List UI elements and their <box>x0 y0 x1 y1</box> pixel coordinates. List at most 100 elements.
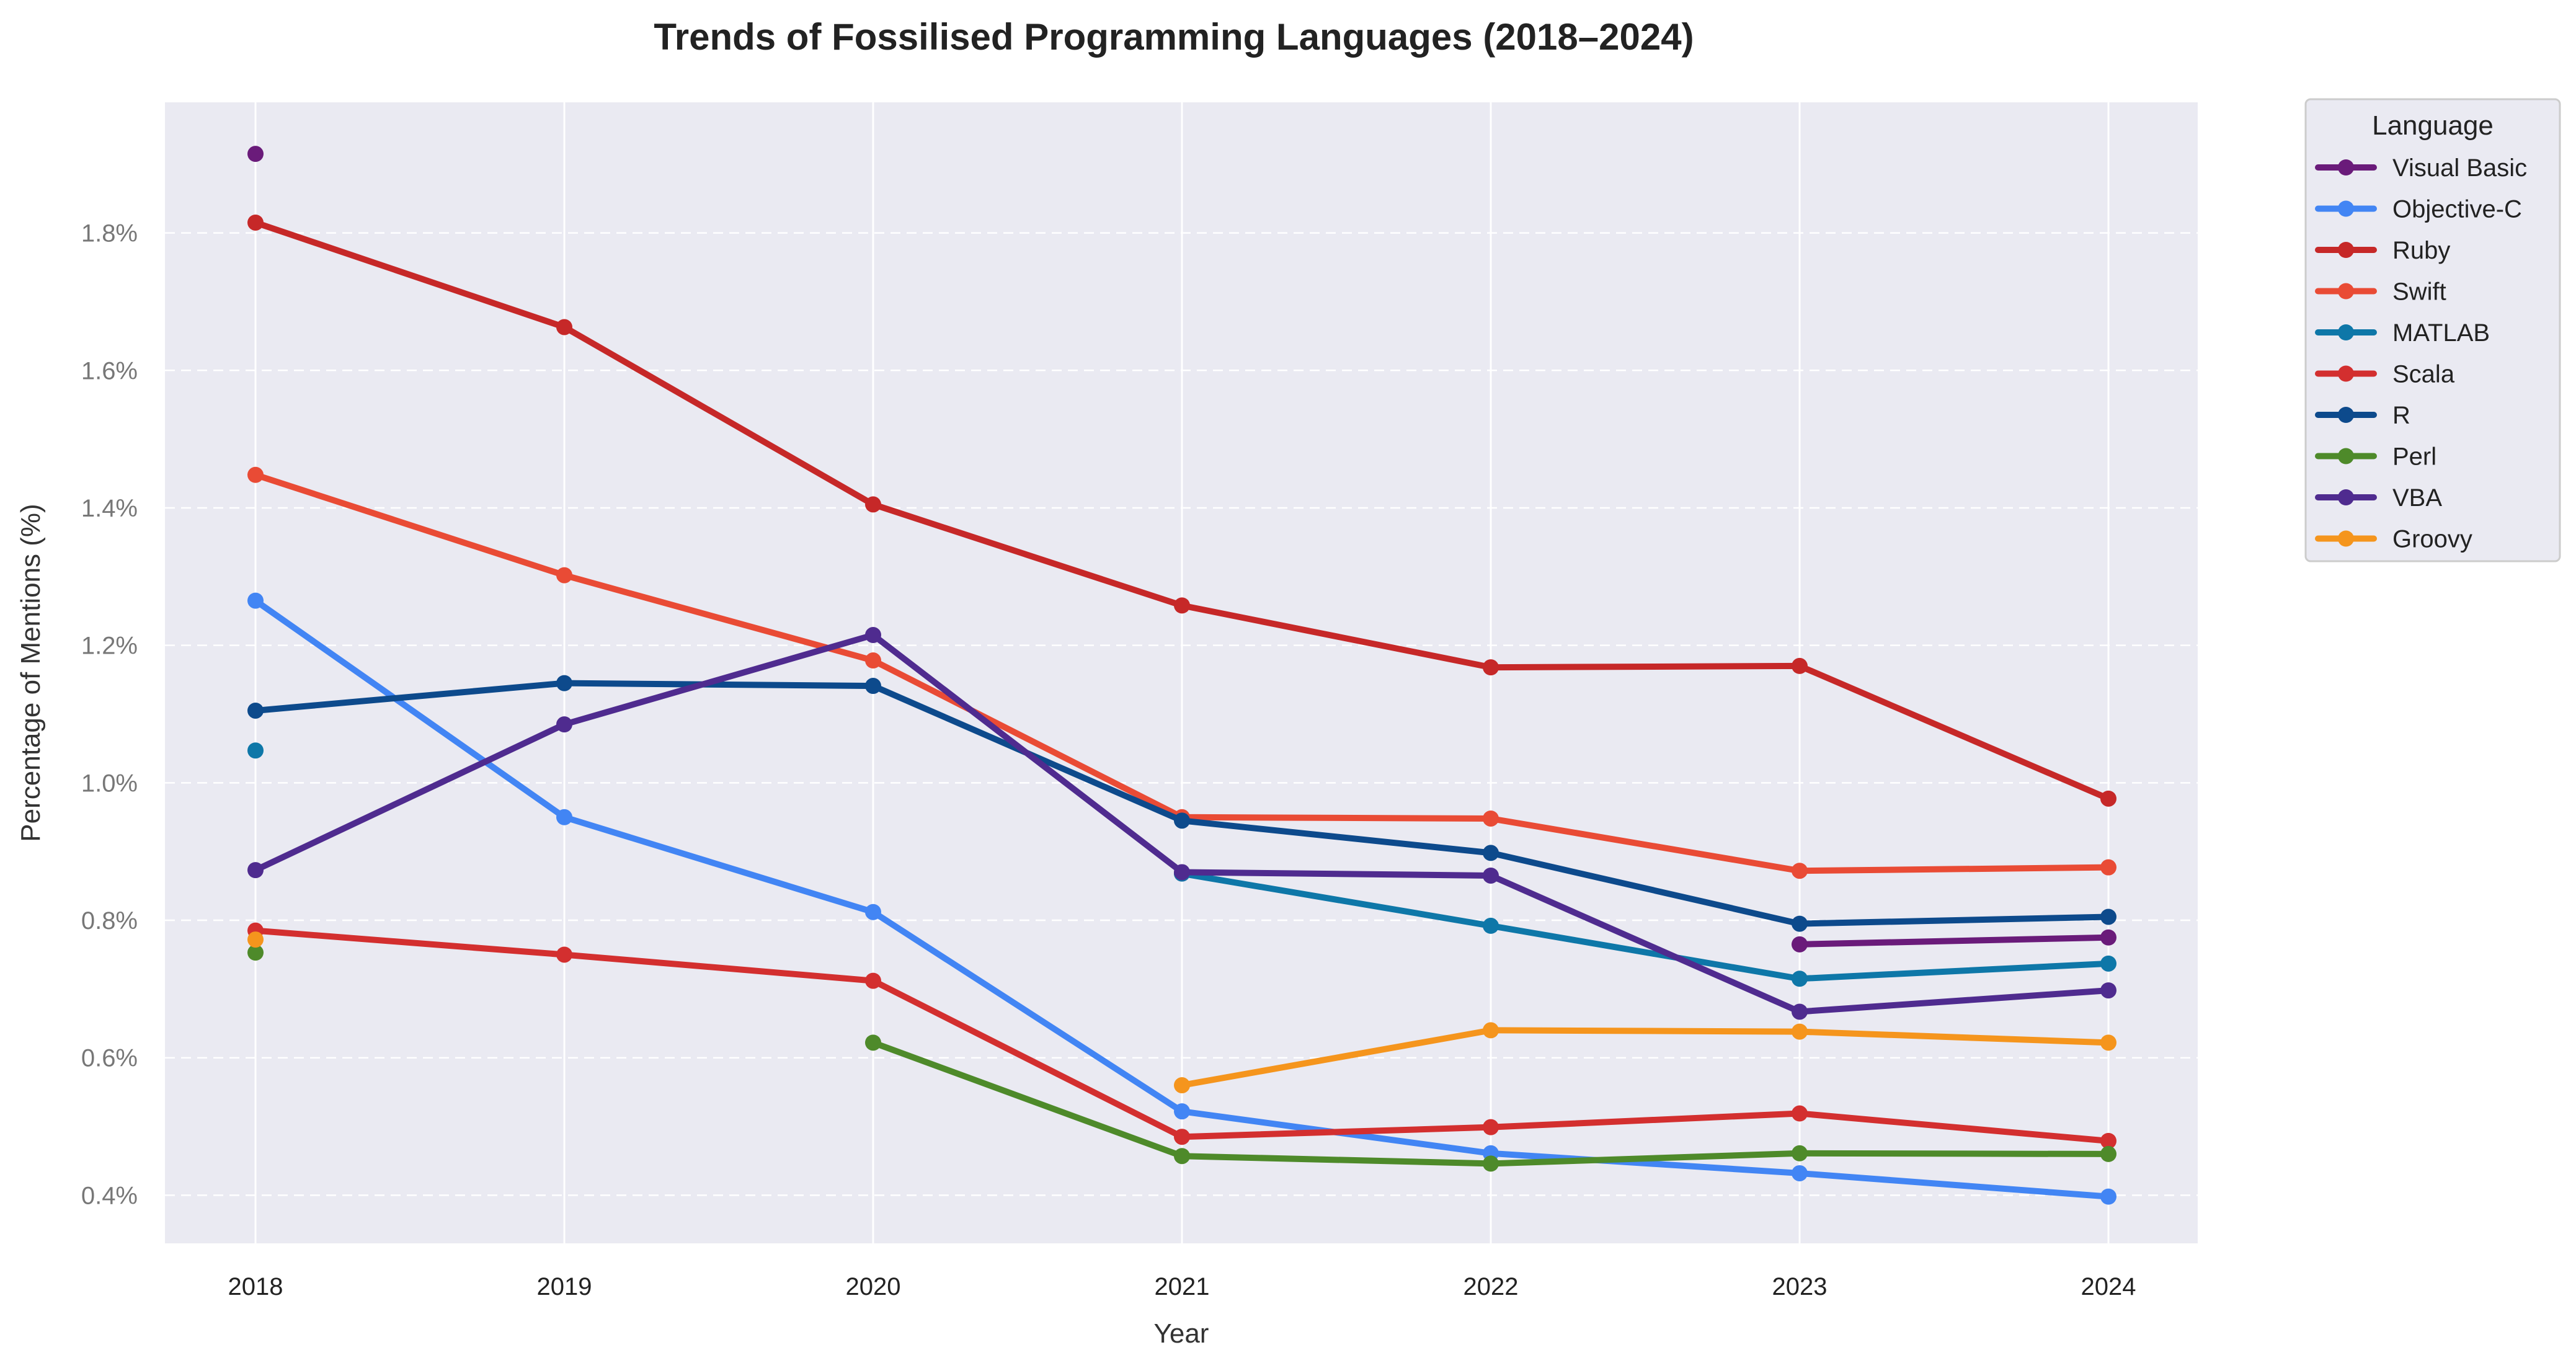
series-matlab <box>247 742 2116 987</box>
data-point-perl <box>865 1034 881 1051</box>
legend-swatch-marker <box>2338 283 2354 300</box>
series-perl <box>247 944 2116 1172</box>
data-point-ruby <box>556 319 572 335</box>
data-point-scala <box>2100 1132 2116 1149</box>
y-tick-label: 1.0% <box>81 770 138 797</box>
y-axis-label: Percentage of Mentions (%) <box>16 504 46 842</box>
data-point-scala <box>556 946 572 963</box>
legend-label: MATLAB <box>2392 319 2490 347</box>
data-point-visual-basic <box>2100 929 2116 946</box>
data-point-ruby <box>1792 657 1808 674</box>
data-point-r <box>556 675 572 691</box>
data-point-r <box>865 678 881 695</box>
data-point-r <box>1174 812 1190 829</box>
data-point-ruby <box>2100 790 2116 807</box>
data-point-r <box>2100 908 2116 925</box>
series-line-matlab <box>1179 870 2112 982</box>
legend-label: Visual Basic <box>2392 154 2527 182</box>
data-point-visual-basic <box>1792 936 1808 953</box>
y-tick-label: 1.4% <box>81 495 138 522</box>
y-tick-label: 1.6% <box>81 357 138 384</box>
legend-swatch-marker <box>2338 489 2354 505</box>
data-point-ruby <box>865 496 881 513</box>
legend-swatch-marker <box>2338 242 2354 258</box>
data-point-objective-c <box>1792 1165 1808 1181</box>
data-point-vba <box>1483 867 1499 884</box>
data-point-objective-c <box>556 809 572 825</box>
data-point-perl <box>1483 1155 1499 1172</box>
legend-label: Scala <box>2392 361 2455 388</box>
y-tick-label: 0.4% <box>81 1182 138 1209</box>
y-tick-label: 1.8% <box>81 220 138 247</box>
x-tick-label: 2022 <box>1463 1273 1519 1300</box>
data-point-vba <box>556 716 572 733</box>
data-point-groovy <box>1483 1022 1499 1039</box>
data-point-swift <box>2100 859 2116 876</box>
x-tick-label: 2019 <box>537 1273 592 1300</box>
data-point-scala <box>1174 1129 1190 1145</box>
legend-item-vba: VBA <box>2315 484 2442 512</box>
data-point-perl <box>1174 1148 1190 1165</box>
legend-item-perl: Perl <box>2315 443 2436 471</box>
data-point-groovy <box>1174 1077 1190 1094</box>
x-tick-label: 2021 <box>1155 1273 1210 1300</box>
data-point-vba <box>247 862 264 879</box>
legend-label: Perl <box>2392 443 2436 471</box>
data-point-groovy <box>1792 1023 1808 1040</box>
y-tick-label: 1.2% <box>81 633 138 660</box>
legend-swatch-marker <box>2338 365 2354 382</box>
data-point-swift <box>556 567 572 584</box>
legend-items: Visual Basic Objective-C Ruby Swift MATLAB Sc… <box>2315 154 2527 553</box>
legend-item-r: R <box>2315 402 2410 429</box>
data-point-groovy <box>2100 1034 2116 1051</box>
y-axis-ticks: 0.4% 0.6% 0.8% 1.0% 1.2% 1.4% 1.6% 1.8% <box>81 220 138 1210</box>
series-lines <box>247 146 2116 1205</box>
series-line-visual-basic <box>1797 934 2112 948</box>
legend-swatch-marker <box>2338 407 2354 423</box>
legend-label: Ruby <box>2392 237 2450 264</box>
x-axis-ticks: 2018 2019 2020 2021 2022 2023 2024 <box>228 1273 2136 1300</box>
data-point-matlab <box>2100 955 2116 972</box>
x-axis-label: Year <box>1154 1318 1209 1349</box>
legend-label: Objective-C <box>2392 196 2522 223</box>
data-point-scala <box>1792 1105 1808 1122</box>
data-point-objective-c <box>2100 1188 2116 1205</box>
series-objective-c <box>247 592 2116 1205</box>
legend-item-matlab: MATLAB <box>2315 319 2490 347</box>
legend-swatch-marker <box>2338 530 2354 547</box>
data-point-perl <box>247 944 264 961</box>
data-point-vba <box>865 627 881 644</box>
legend-item-objective-c: Objective-C <box>2315 196 2522 223</box>
series-vba <box>247 627 2116 1020</box>
legend-box <box>2304 98 2561 562</box>
data-point-matlab <box>1792 970 1808 987</box>
legend-label: VBA <box>2392 484 2442 512</box>
legend-item-ruby: Ruby <box>2315 237 2450 264</box>
y-tick-label: 0.8% <box>81 907 138 935</box>
data-point-swift <box>1792 863 1808 879</box>
data-point-matlab <box>247 742 264 759</box>
legend-item-scala: Scala <box>2315 361 2455 388</box>
series-scala <box>247 922 2116 1149</box>
data-point-scala <box>865 972 881 989</box>
data-point-vba <box>1792 1003 1808 1020</box>
data-point-r <box>1792 915 1808 932</box>
series-line-groovy <box>1179 1027 2112 1089</box>
data-point-swift <box>247 466 264 483</box>
y-tick-label: 0.6% <box>81 1045 138 1072</box>
series-ruby <box>247 214 2116 807</box>
legend-label: Swift <box>2392 278 2446 306</box>
data-point-ruby <box>247 214 264 231</box>
chart-title: Trends of Fossilised Programming Languag… <box>654 16 1694 58</box>
legend-swatch-marker <box>2338 448 2354 464</box>
legend-item-swift: Swift <box>2315 278 2446 306</box>
data-point-ruby <box>1174 597 1190 614</box>
x-tick-label: 2024 <box>2081 1273 2136 1300</box>
series-r <box>247 675 2116 932</box>
legend-label: Groovy <box>2392 526 2472 553</box>
legend-item-groovy: Groovy <box>2315 526 2472 553</box>
data-point-matlab <box>1483 917 1499 934</box>
data-point-visual-basic <box>247 146 264 162</box>
data-point-r <box>1483 845 1499 861</box>
